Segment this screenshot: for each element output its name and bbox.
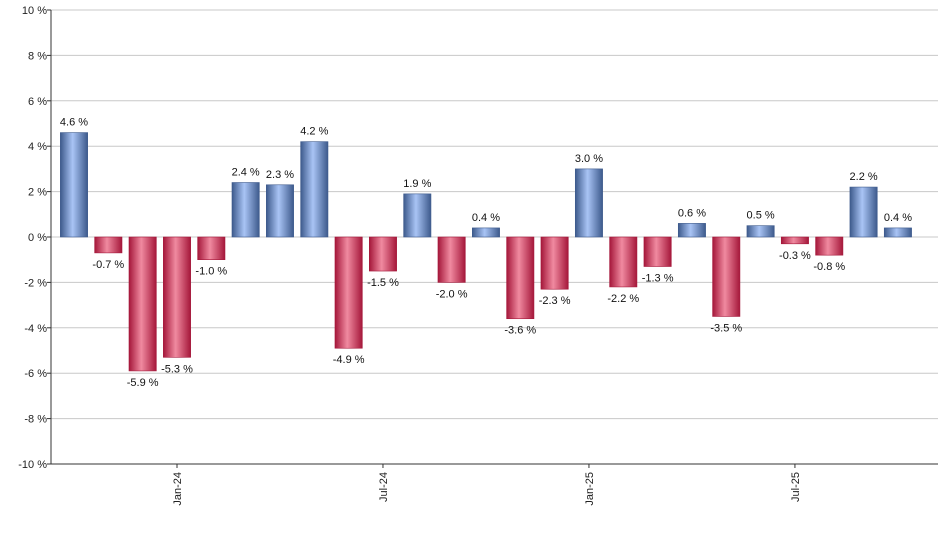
data-label: -3.5 % (710, 322, 742, 334)
y-tick-label: 4 % (28, 141, 47, 153)
bar (266, 184, 294, 238)
data-label: -3.6 % (504, 325, 536, 337)
bars (60, 132, 912, 372)
bar (849, 186, 878, 238)
x-tick-label: Jul-24 (378, 472, 390, 502)
data-label: 0.5 % (747, 210, 775, 222)
y-tick-label: 0 % (28, 232, 47, 244)
bar (780, 236, 809, 245)
data-label: 0.6 % (678, 207, 706, 219)
bar (815, 236, 844, 256)
data-label: -4.9 % (333, 354, 365, 366)
data-label: -0.3 % (779, 250, 811, 262)
bar (437, 236, 466, 283)
bar (746, 225, 775, 238)
y-axis: 10 % 8 % 6 % 4 % 2 % 0 % -2 % -4 % -6 % -8 % -10 % (18, 5, 52, 471)
y-tick-label: -2 % (24, 277, 47, 289)
data-label: -1.3 % (642, 273, 674, 285)
data-label: 4.6 % (60, 117, 88, 129)
bar (60, 132, 88, 238)
x-tick-label: Jul-25 (790, 472, 802, 502)
x-axis: Jan-24 Jul-24 Jan-25 Jul-25 (51, 463, 938, 506)
y-tick-label: 10 % (22, 5, 47, 17)
x-tick-label: Jan-25 (584, 472, 596, 506)
y-tick-label: 8 % (28, 50, 47, 62)
bar (369, 236, 397, 272)
bar (163, 236, 191, 358)
y-tick-label: 6 % (28, 96, 47, 108)
bar (128, 236, 157, 372)
bar (334, 236, 363, 349)
bar (609, 236, 638, 288)
data-label: -0.8 % (813, 261, 845, 273)
y-tick-label: -6 % (24, 368, 47, 380)
bar (403, 193, 432, 238)
bar (540, 236, 569, 290)
data-label: 2.4 % (232, 167, 260, 179)
data-label: 2.2 % (850, 171, 878, 183)
bar (231, 182, 260, 238)
data-label: -2.0 % (436, 288, 468, 300)
bar (506, 236, 535, 320)
data-label: -1.5 % (367, 277, 399, 289)
bar (472, 227, 500, 238)
data-label: 0.4 % (472, 212, 500, 224)
data-label: -5.3 % (161, 363, 193, 375)
y-tick-label: -10 % (18, 459, 47, 471)
data-label: -1.0 % (195, 266, 227, 278)
data-label: 1.9 % (403, 178, 431, 190)
y-tick-label: -4 % (24, 323, 47, 335)
bar (300, 141, 329, 238)
bar (94, 236, 123, 254)
data-label: -0.7 % (92, 259, 124, 271)
data-label: 2.3 % (266, 169, 294, 181)
data-label: 4.2 % (300, 126, 328, 138)
data-label: 3.0 % (575, 153, 603, 165)
bar (883, 227, 912, 238)
bar (643, 236, 672, 267)
bar (574, 168, 603, 238)
x-tick-label: Jan-24 (172, 472, 184, 506)
bar (677, 223, 706, 238)
data-label: 0.4 % (884, 212, 912, 224)
y-tick-label: -8 % (24, 414, 47, 426)
data-labels: 4.6 % -0.7 % -5.9 %-5.3 % -1.0 % 2.4 % 2.3 % 4… (60, 117, 912, 389)
data-label: -2.3 % (539, 295, 571, 307)
data-label: -5.9 % (127, 377, 159, 389)
bar (712, 236, 741, 317)
data-label: -2.2 % (607, 293, 639, 305)
bar (197, 236, 226, 261)
y-tick-label: 2 % (28, 187, 47, 199)
